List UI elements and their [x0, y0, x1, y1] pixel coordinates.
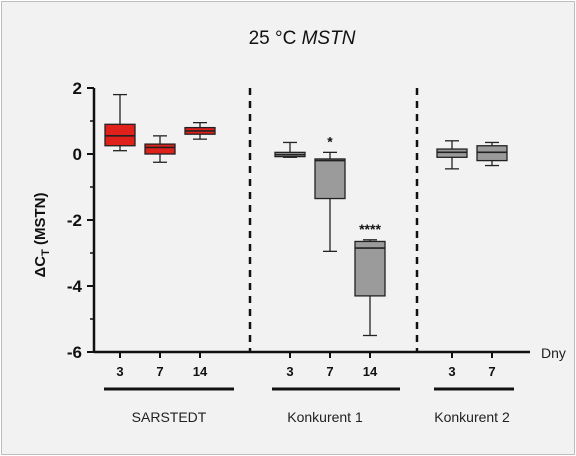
y-tick-label: 0 — [73, 145, 82, 164]
group-label: Konkurent 2 — [434, 409, 510, 425]
y-tick-label: -6 — [67, 343, 82, 362]
y-tick-label: -2 — [67, 211, 82, 230]
y-axis-label-main: ΔC — [32, 256, 49, 278]
x-tick-label: 7 — [488, 364, 495, 379]
significance-marker: * — [327, 133, 333, 149]
x-tick-label: 14 — [193, 364, 208, 379]
box-body — [104, 123, 136, 147]
y-tick-label: 2 — [73, 79, 82, 98]
y-tick-label: -4 — [67, 277, 83, 296]
y-axis-label-suffix: (MSTN) — [32, 192, 49, 249]
y-axis-label-subscript: T — [40, 249, 52, 256]
x-tick-label: 3 — [448, 364, 455, 379]
significance-marker: **** — [359, 221, 381, 237]
box-body — [144, 143, 176, 155]
box-body — [354, 240, 386, 297]
x-tick-label: 7 — [156, 364, 163, 379]
x-tick-label: 3 — [286, 364, 293, 379]
plot-area: 2 0 -2 -4 -6 3 7 14 3 * 7 **** 14 3 7 SARSTEDT Konkurent… — [67, 79, 530, 425]
chart-title-italic: MSTN — [302, 28, 356, 49]
y-axis-label: ΔCT (MSTN) — [32, 192, 52, 277]
x-tick-label: 7 — [326, 364, 333, 379]
box-body — [436, 148, 468, 158]
chart-title-main: 25 °C — [249, 28, 297, 49]
group-label: SARSTEDT — [132, 409, 207, 425]
chart-title: 25 °C MSTN — [249, 28, 356, 49]
x-tick-label: 14 — [363, 364, 378, 379]
box-body — [476, 145, 508, 162]
group-label: Konkurent 1 — [287, 409, 363, 425]
box-body — [314, 158, 346, 200]
x-tick-label: 3 — [116, 364, 123, 379]
x-axis-label: Dny — [541, 345, 566, 361]
